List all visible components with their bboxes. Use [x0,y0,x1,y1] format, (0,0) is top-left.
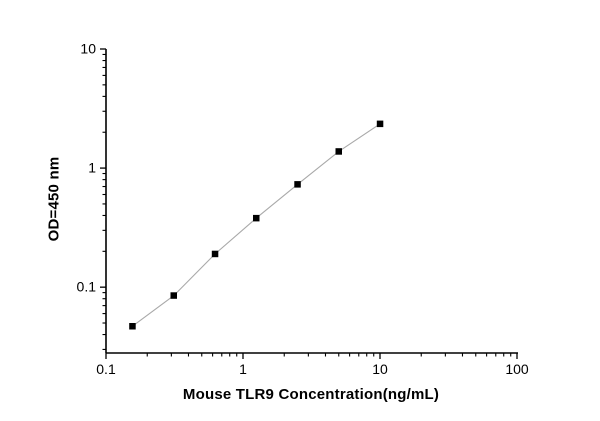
x-axis: 0.1 1 10 100 [96,352,529,377]
y-tick-label: 0.1 [77,279,97,295]
data-point-marker [170,292,177,299]
y-axis: 0.1 1 10 [77,41,107,353]
data-point-marker [129,323,136,330]
data-point-marker [294,181,301,188]
y-tick-label: 1 [88,160,96,176]
x-tick-label: 100 [505,361,529,377]
series-line [132,123,381,327]
data-point-marker [211,250,219,258]
x-axis-title: Mouse TLR9 Concentration(ng/mL) [182,386,440,403]
x-tick-label: 10 [372,361,388,377]
y-axis-title: OD=450 nm [45,156,63,242]
y-tick-label: 10 [80,41,96,57]
x-tick-label: 0.1 [96,361,116,377]
data-point-marker [335,148,342,155]
data-point-marker [253,214,260,222]
data-series-standard-curve [129,120,384,330]
x-tick-label: 1 [239,361,247,377]
data-point-marker [376,120,384,128]
